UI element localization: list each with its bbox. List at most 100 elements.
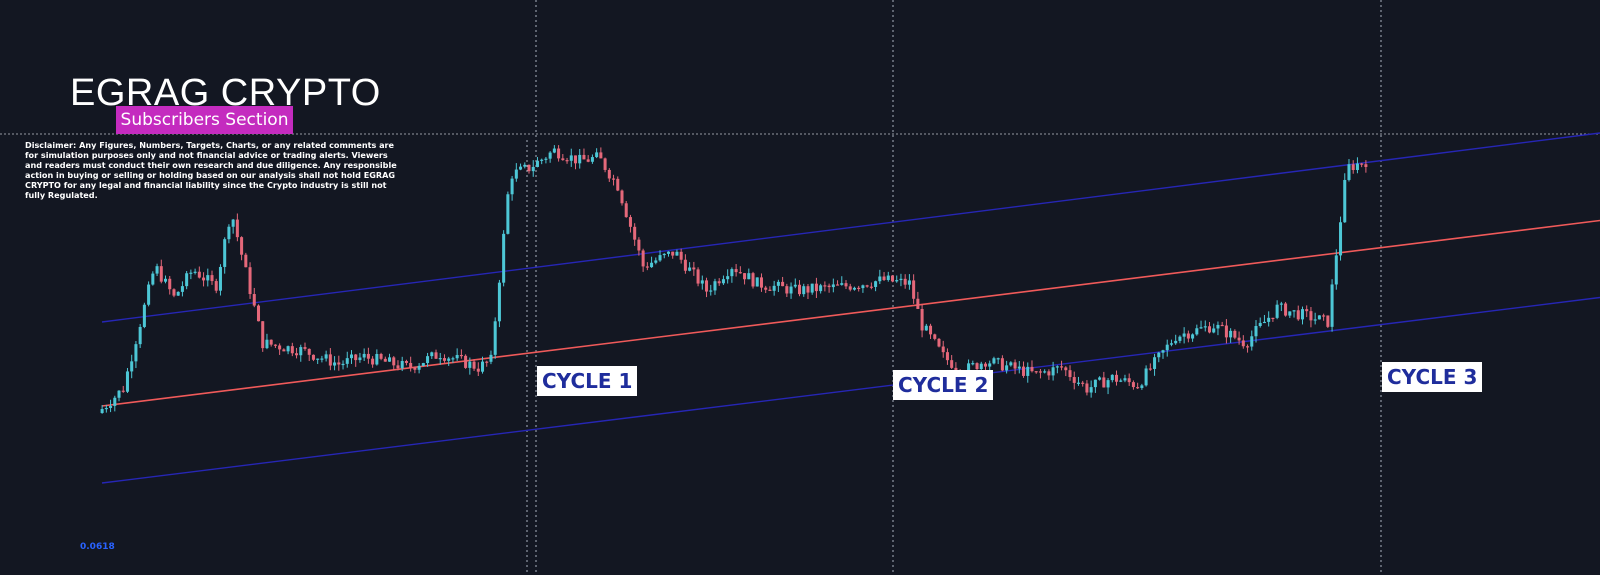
candle-body (1330, 284, 1334, 327)
candle-body (1127, 378, 1131, 383)
candle-body (844, 283, 848, 287)
candle-body (954, 367, 958, 371)
candle-body (1110, 374, 1114, 381)
candle-body (1224, 325, 1228, 338)
candle-body (789, 286, 793, 294)
candle-body (865, 285, 869, 287)
candle-body (1237, 337, 1241, 341)
candle-body (273, 344, 277, 346)
candle-body (1300, 309, 1304, 320)
candle-body (882, 276, 886, 280)
candle-body (1351, 164, 1355, 170)
candle-body (1038, 371, 1042, 373)
candle-body (979, 363, 983, 369)
candle-body (142, 304, 146, 327)
candle-body (983, 363, 987, 367)
candle-body (299, 347, 303, 356)
candle-body (455, 354, 459, 359)
candle-body (1233, 330, 1237, 338)
candle-body (265, 339, 269, 349)
candle-body (172, 289, 176, 296)
candle-body (924, 325, 928, 331)
candle-body (836, 284, 840, 286)
candle-body (1334, 255, 1338, 285)
candle-body (785, 286, 789, 294)
candle-body (366, 353, 370, 359)
candle-body (1267, 317, 1271, 322)
candle-body (603, 158, 607, 170)
candle-body (937, 338, 941, 347)
candle-body (971, 363, 975, 365)
candle-body (1081, 382, 1085, 384)
candle-body (798, 284, 802, 295)
candle-body (320, 358, 324, 360)
candle-body (1060, 366, 1064, 368)
candle-body (899, 278, 903, 281)
candle-body (916, 298, 920, 309)
candle-body (1165, 344, 1169, 351)
candle-body (261, 321, 265, 349)
candle-body (861, 285, 865, 289)
candle-body (717, 281, 721, 284)
candle-body (311, 354, 315, 360)
candle-body (531, 166, 535, 172)
candle-body (180, 286, 184, 292)
candle-body (852, 287, 856, 290)
candle-body (502, 233, 506, 283)
candle-body (1022, 366, 1026, 376)
candle-body (252, 294, 256, 306)
candle-body (489, 354, 493, 362)
candle-body (675, 251, 679, 256)
candle-body (1034, 371, 1038, 373)
candle-body (151, 273, 155, 285)
candle-body (1102, 377, 1106, 388)
brand-title: EGRAG CRYPTO (70, 72, 381, 114)
candle-body (100, 409, 104, 413)
candle-body (1191, 334, 1195, 339)
candle-body (721, 279, 725, 284)
candle-body (920, 308, 924, 331)
candle-body (210, 275, 214, 282)
candle-body (303, 347, 307, 349)
candle-body (1258, 322, 1262, 327)
candle-body (523, 164, 527, 167)
candle-body (1271, 317, 1275, 320)
candle-body (1043, 371, 1047, 373)
candles (100, 145, 1368, 414)
candle-body (358, 357, 362, 361)
candle-body (328, 354, 332, 366)
candle-body (633, 226, 637, 240)
candle-body (747, 273, 751, 280)
candle-body (290, 346, 294, 354)
candle-body (1347, 164, 1351, 180)
candle-body (256, 305, 261, 322)
candle-body (1195, 328, 1199, 335)
candle-body (890, 275, 895, 282)
candle-body (582, 154, 586, 160)
candle-body (1292, 310, 1296, 312)
candle-body (709, 290, 713, 292)
candle-body (235, 219, 239, 238)
candle-body (527, 164, 531, 172)
candle-body (1140, 385, 1144, 388)
candle-body (1279, 303, 1283, 305)
candle-body (975, 363, 979, 369)
candle-body (324, 354, 328, 359)
candle-body (793, 284, 797, 287)
candle-body (1355, 163, 1359, 170)
candle-body (848, 286, 852, 290)
candle-body (671, 251, 675, 256)
candle-body (713, 281, 717, 291)
candle-body (595, 152, 599, 158)
candle-body (227, 226, 231, 240)
candle-body (481, 361, 485, 372)
candle-body (650, 262, 654, 268)
candle-body (1229, 330, 1233, 338)
candle-body (147, 284, 151, 305)
candle-body (1309, 311, 1313, 321)
candle-body (755, 277, 759, 287)
candle-body (688, 267, 692, 271)
candle-body (907, 280, 911, 285)
candle-body (485, 361, 489, 363)
